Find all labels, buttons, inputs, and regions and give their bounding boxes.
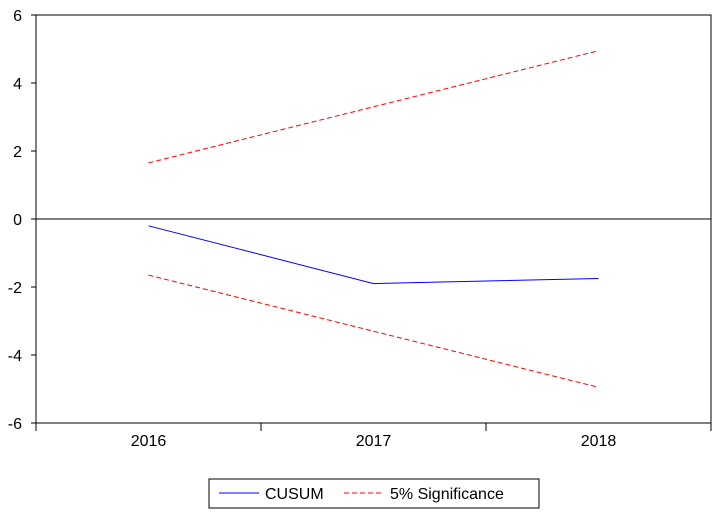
legend-box [208, 478, 540, 509]
x-tick-label: 2016 [131, 433, 167, 450]
y-tick-label: -4 [8, 348, 22, 365]
legend-label-cusum: CUSUM [265, 486, 324, 503]
y-axis: 6 4 2 0 -2 -4 -6 [8, 8, 36, 433]
y-tick-label: 2 [13, 144, 22, 161]
x-tick-label: 2017 [356, 433, 392, 450]
y-tick-label: 4 [13, 76, 22, 93]
series-line-lower-bound [148, 274, 599, 388]
y-tick-label: -6 [8, 416, 22, 433]
series-line-cusum [148, 225, 599, 285]
series-layer [148, 50, 599, 388]
legend-label-significance: 5% Significance [390, 486, 504, 503]
x-tick-label: 2018 [581, 433, 617, 450]
y-tick-label: -2 [8, 280, 22, 297]
legend: CUSUM 5% Significance [208, 478, 540, 509]
x-axis: 2016 2017 2018 [35, 423, 712, 450]
series-line-upper-bound [148, 50, 599, 164]
y-tick-label: 6 [13, 8, 22, 25]
y-tick-label: 0 [13, 212, 22, 229]
